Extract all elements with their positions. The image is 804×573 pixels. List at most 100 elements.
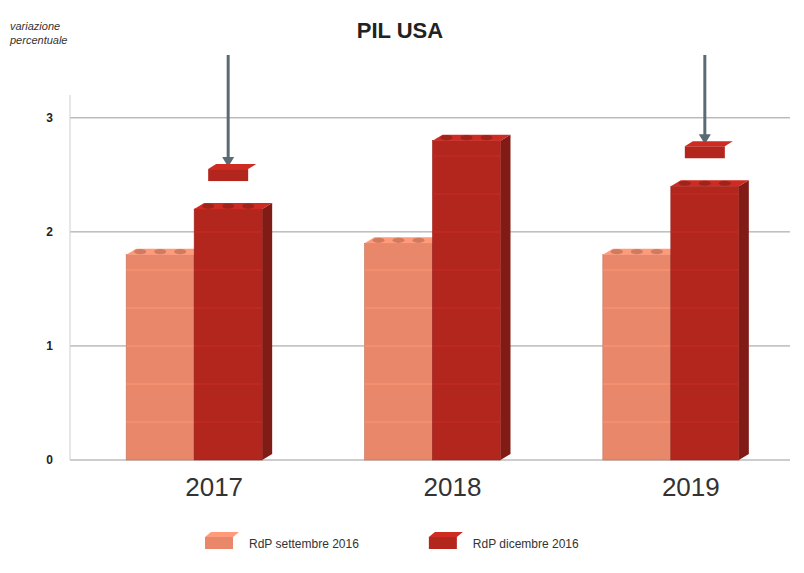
grid bbox=[70, 118, 790, 460]
brick-stud bbox=[461, 135, 473, 140]
brick-stud bbox=[679, 181, 691, 186]
brick-stud bbox=[651, 249, 663, 254]
brick-seam bbox=[671, 346, 739, 347]
brick-stud bbox=[699, 181, 711, 186]
legend-swatch bbox=[429, 537, 457, 549]
brick-seam bbox=[433, 156, 501, 157]
brick-seam bbox=[603, 270, 671, 271]
x-tick-label: 2018 bbox=[424, 472, 482, 502]
floating-brick bbox=[208, 169, 248, 181]
brick-seam bbox=[603, 422, 671, 423]
floating-brick-top bbox=[208, 164, 256, 169]
brick-seam bbox=[671, 384, 739, 385]
brick-stud bbox=[441, 135, 453, 140]
bar-side bbox=[501, 135, 511, 460]
chart-title: PIL USA bbox=[357, 18, 444, 43]
y-axis-title-line: variazione bbox=[10, 20, 60, 32]
chart-svg: PIL USA variazione percentuale 0 1 2 3 2017 2018… bbox=[0, 0, 804, 573]
brick-seam bbox=[433, 346, 501, 347]
bar-top bbox=[671, 180, 749, 186]
grid-line bbox=[70, 117, 790, 118]
brick-seam bbox=[433, 422, 501, 423]
brick-seam bbox=[365, 422, 433, 423]
chart-container: PIL USA variazione percentuale 0 1 2 3 2017 2018… bbox=[0, 0, 804, 573]
grid-line bbox=[70, 345, 790, 346]
y-axis-title: variazione percentuale bbox=[9, 20, 68, 46]
brick-seam bbox=[671, 232, 739, 233]
brick-seam bbox=[365, 384, 433, 385]
bar-top bbox=[433, 135, 511, 141]
brick-seam bbox=[603, 346, 671, 347]
brick-seam bbox=[194, 384, 262, 385]
bar bbox=[194, 209, 262, 460]
floating-brick bbox=[685, 146, 725, 158]
brick-seam bbox=[603, 384, 671, 385]
bar bbox=[603, 255, 671, 460]
y-tick-label: 3 bbox=[46, 111, 53, 125]
bar-side bbox=[739, 180, 749, 460]
bar bbox=[126, 255, 194, 460]
brick-seam bbox=[194, 270, 262, 271]
y-axis-title-line: percentuale bbox=[9, 34, 68, 46]
arrow-shaft bbox=[227, 55, 230, 159]
brick-seam bbox=[126, 270, 194, 271]
brick-stud bbox=[719, 181, 731, 186]
legend-swatch bbox=[205, 537, 233, 549]
brick-seam bbox=[365, 270, 433, 271]
brick-seam bbox=[671, 270, 739, 271]
legend-swatch-top bbox=[205, 532, 239, 537]
brick-stud bbox=[222, 203, 234, 208]
x-tick-label: 2017 bbox=[185, 472, 243, 502]
brick-stud bbox=[393, 238, 405, 243]
brick-seam bbox=[433, 384, 501, 385]
brick-seam bbox=[365, 308, 433, 309]
bar bbox=[671, 186, 739, 460]
bar bbox=[365, 243, 433, 460]
legend-label: RdP dicembre 2016 bbox=[473, 537, 579, 551]
bars bbox=[126, 135, 749, 460]
bar-top bbox=[365, 237, 443, 243]
brick-stud bbox=[242, 203, 254, 208]
brick-stud bbox=[611, 249, 623, 254]
brick-seam bbox=[194, 232, 262, 233]
brick-seam bbox=[194, 346, 262, 347]
brick-seam bbox=[433, 232, 501, 233]
brick-stud bbox=[174, 249, 186, 254]
brick-seam bbox=[365, 346, 433, 347]
legend: RdP settembre 2016 RdP dicembre 2016 bbox=[205, 532, 579, 551]
floating-brick-top bbox=[685, 141, 733, 146]
y-tick-label: 0 bbox=[46, 453, 53, 467]
bar-top bbox=[603, 249, 681, 255]
brick-seam bbox=[126, 308, 194, 309]
brick-seam bbox=[433, 308, 501, 309]
brick-stud bbox=[413, 238, 425, 243]
brick-seam bbox=[126, 346, 194, 347]
brick-seam bbox=[194, 422, 262, 423]
brick-seam bbox=[433, 194, 501, 195]
legend-swatch-top bbox=[429, 532, 463, 537]
brick-seam bbox=[603, 308, 671, 309]
bar bbox=[433, 141, 501, 460]
grid-line bbox=[70, 231, 790, 232]
brick-stud bbox=[154, 249, 166, 254]
brick-seam bbox=[671, 308, 739, 309]
y-tick-label: 2 bbox=[46, 225, 53, 239]
y-axis-line bbox=[70, 95, 71, 460]
x-tick-label: 2019 bbox=[662, 472, 720, 502]
brick-seam bbox=[194, 308, 262, 309]
brick-seam bbox=[433, 270, 501, 271]
brick-stud bbox=[202, 203, 214, 208]
brick-stud bbox=[481, 135, 493, 140]
legend-label: RdP settembre 2016 bbox=[249, 537, 359, 551]
brick-stud bbox=[373, 238, 385, 243]
brick-seam bbox=[671, 422, 739, 423]
brick-stud bbox=[631, 249, 643, 254]
bar-top bbox=[194, 203, 272, 209]
brick-seam bbox=[126, 422, 194, 423]
bar-top bbox=[126, 249, 204, 255]
arrow-shaft bbox=[703, 55, 706, 136]
brick-seam bbox=[126, 384, 194, 385]
y-tick-label: 1 bbox=[46, 339, 53, 353]
bar-side bbox=[262, 203, 272, 460]
brick-stud bbox=[134, 249, 146, 254]
